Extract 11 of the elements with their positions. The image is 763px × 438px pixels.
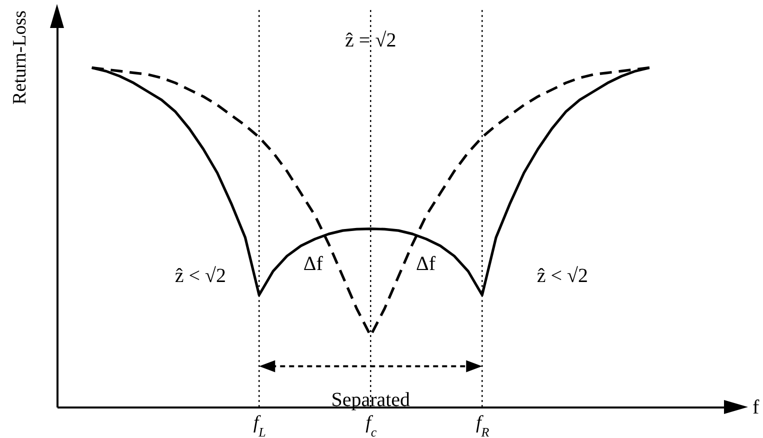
annotation: ẑ = √2 [345,30,396,52]
x-tick-label: f$_{L}$ [253,412,266,438]
x-tick-label: f$_{R}$ [476,412,490,438]
annotation: Δf [303,253,324,276]
y-axis-title: Return-Loss [10,10,30,104]
x-tick-label: f$_{c}$ [366,412,377,438]
annotation: ẑ < √2 [174,264,226,287]
annotation: Separated [331,389,410,412]
x-axis-title: f [752,396,760,418]
annotation: ẑ < √2 [536,264,588,287]
annotation: Δf [416,253,436,276]
